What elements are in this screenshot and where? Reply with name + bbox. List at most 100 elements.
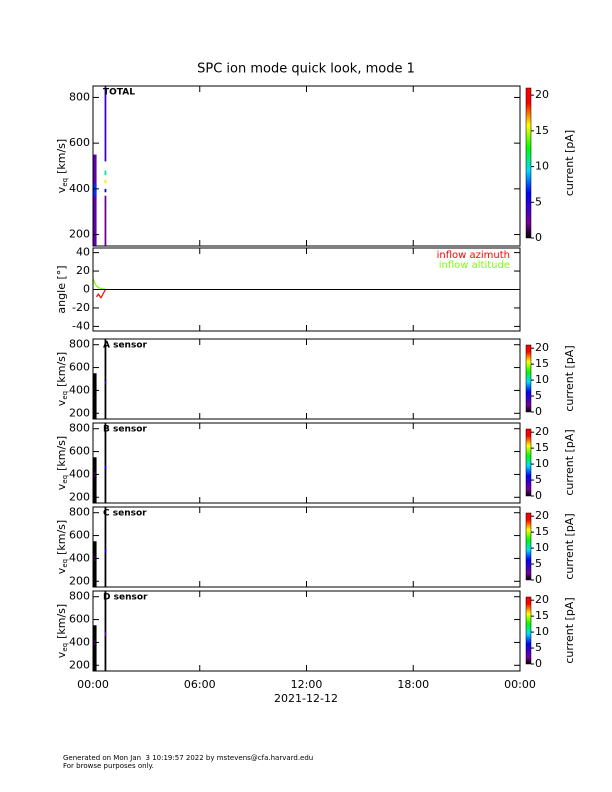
colorbar-tick-label: 0 [535, 573, 542, 586]
y-tick-label: 20 [76, 264, 90, 277]
colorbar-tick-label: 20 [535, 341, 549, 354]
colorbar-label: current [pA] [563, 130, 576, 196]
colorbar-tick-label: 0 [535, 405, 542, 418]
colorbar-tick-label: 10 [535, 160, 549, 173]
colorbar-label: current [pA] [563, 597, 576, 663]
panel-frame [92, 506, 521, 588]
panel-frame [92, 338, 521, 420]
colorbar-label: current [pA] [563, 345, 576, 411]
colorbar-tick-label: 10 [535, 373, 549, 386]
title: SPC ion mode quick look, mode 1 [197, 62, 415, 77]
y-tick-label: 800 [69, 90, 90, 103]
colorbar-tick-label: 15 [535, 525, 549, 538]
x-tick-label: 00:00 [504, 678, 536, 691]
colorbar-tick-label: 0 [535, 231, 542, 244]
legend-entry: inflow azimuth [437, 250, 510, 261]
panel-frame [92, 85, 521, 247]
colorbar-tick-label: 20 [535, 88, 549, 101]
colorbar-tick-label: 5 [535, 389, 542, 402]
spectrogram-cell [104, 170, 107, 176]
colorbar-tick-label: 0 [535, 657, 542, 670]
plot-area [93, 339, 107, 419]
y-axis-label: angle [°] [55, 265, 68, 313]
y-tick-label: 600 [69, 136, 90, 149]
colorbar-tick-label: 0 [535, 489, 542, 502]
colorbar-tick-label: 10 [535, 457, 549, 470]
y-label-sub: eq [61, 643, 69, 652]
colorbar-tick-label: 5 [535, 641, 542, 654]
panel-label: A sensor [103, 341, 148, 351]
x-tick-label: 18:00 [397, 678, 429, 691]
colorbar [525, 596, 532, 665]
colorbar [525, 344, 532, 413]
colorbar [525, 87, 532, 239]
series-line [96, 289, 106, 299]
y-tick-label: 0 [83, 283, 90, 296]
y-tick-label: 800 [69, 506, 90, 519]
panel-frame [92, 247, 521, 332]
spectrogram-cell [104, 188, 107, 193]
spectrogram-cell [104, 381, 107, 384]
colorbar-tick-label: 15 [535, 441, 549, 454]
colorbar-label: current [pA] [563, 513, 576, 579]
spectrogram-cell [104, 549, 107, 553]
y-axis-label: veq [km/s] [55, 436, 69, 490]
y-label-unit: [km/s] [55, 604, 68, 639]
x-axis-label: 2021-12-12 [274, 692, 338, 705]
y-label-sub: eq [61, 391, 69, 400]
colorbar-tick-label: 10 [535, 541, 549, 554]
panel-label: C sensor [103, 509, 147, 519]
y-tick-label: 600 [69, 361, 90, 374]
x-tick-label: 00:00 [77, 678, 109, 691]
spectrogram-cell [93, 373, 97, 419]
y-label-main: v [55, 399, 68, 406]
spectrogram-cell [104, 195, 107, 246]
y-label-main: v [55, 483, 68, 490]
y-label-main: angle [°] [55, 265, 68, 313]
y-tick-label: 400 [69, 635, 90, 648]
y-label-unit: [km/s] [55, 139, 68, 174]
y-tick-label: 600 [69, 445, 90, 458]
colorbar-tick-label: 5 [535, 473, 542, 486]
colorbar-tick-label: 15 [535, 124, 549, 137]
y-tick-label: 200 [69, 490, 90, 503]
y-tick-label: 200 [69, 406, 90, 419]
y-label-sub: eq [61, 475, 69, 484]
panel-label: D sensor [103, 593, 148, 603]
spectrogram-cell [104, 465, 107, 469]
colorbar-tick-label: 15 [535, 609, 549, 622]
y-label-main: v [55, 567, 68, 574]
y-tick-label: -20 [72, 301, 90, 314]
colorbar-tick-label: 20 [535, 509, 549, 522]
y-label-main: v [55, 186, 68, 193]
y-tick-label: 600 [69, 613, 90, 626]
colorbar-tick-label: 5 [535, 557, 542, 570]
y-tick-label: 400 [69, 383, 90, 396]
y-tick-label: 800 [69, 338, 90, 351]
spectrogram-cell [93, 541, 97, 587]
y-tick-label: 800 [69, 422, 90, 435]
footer-line: Generated on Mon Jan 3 10:19:57 2022 by … [63, 754, 313, 762]
y-axis-label: veq [km/s] [55, 139, 69, 193]
colorbar-label: current [pA] [563, 429, 576, 495]
colorbar-tick-label: 20 [535, 593, 549, 606]
y-label-unit: [km/s] [55, 520, 68, 555]
spectrogram-cell [93, 625, 97, 671]
y-tick-label: 400 [69, 551, 90, 564]
y-label-sub: eq [61, 559, 69, 568]
y-tick-label: 200 [69, 228, 90, 241]
spectrogram-cell [104, 507, 107, 587]
spectrogram-cell [104, 591, 107, 671]
spectrogram-cell [104, 179, 107, 184]
y-tick-label: 400 [69, 182, 90, 195]
x-tick-label: 12:00 [291, 678, 323, 691]
plot-area [93, 278, 106, 299]
y-tick-label: 40 [76, 246, 90, 259]
colorbar-tick-label: 15 [535, 357, 549, 370]
legend-entry: inflow altitude [439, 260, 510, 271]
y-tick-label: 200 [69, 574, 90, 587]
panel-label: TOTAL [103, 88, 135, 98]
y-tick-label: 800 [69, 590, 90, 603]
panel-frame [92, 590, 521, 672]
